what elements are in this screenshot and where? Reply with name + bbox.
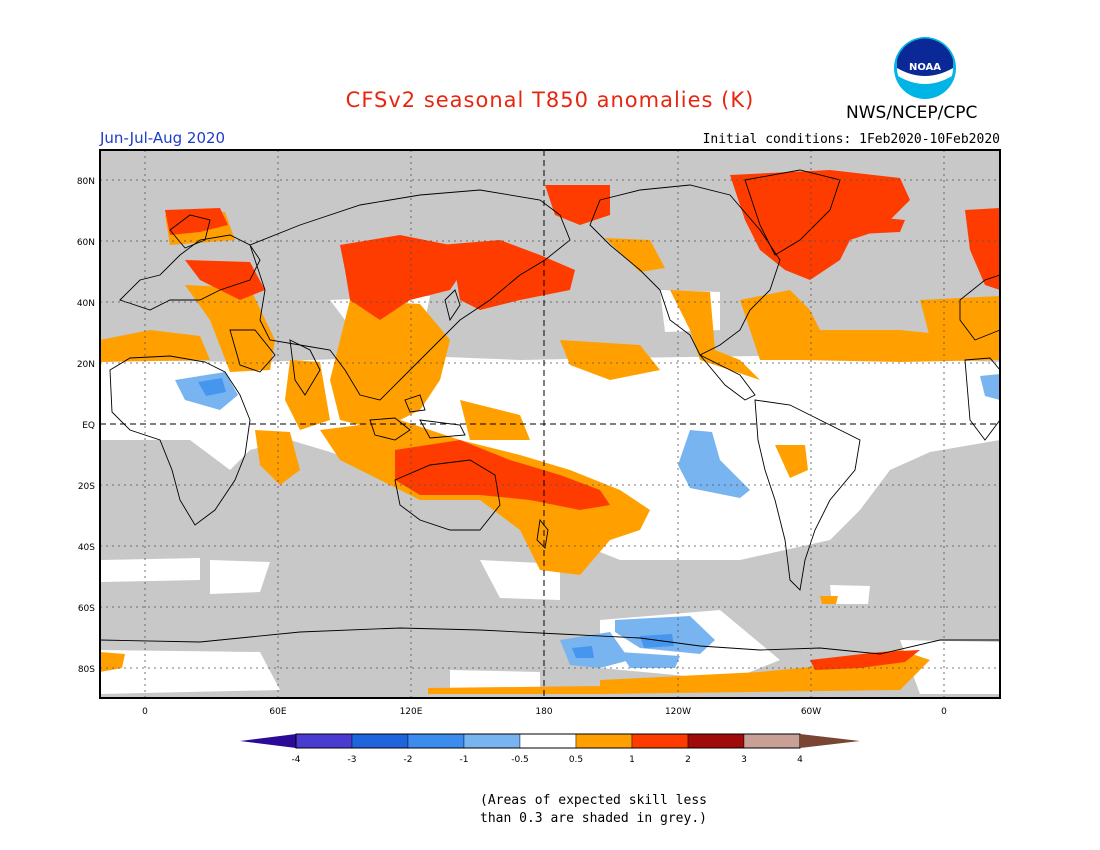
colorbar-arrow-right — [800, 734, 860, 748]
lon-label: 60E — [269, 707, 286, 717]
lat-label: EQ — [82, 421, 95, 431]
skill-footnote: (Areas of expected skill less than 0.3 a… — [440, 792, 760, 828]
longitude-axis: 0 60E 120E 180 120W 60W 0 — [142, 707, 947, 717]
colorbar-label: -1 — [460, 755, 469, 765]
lat-label: 40S — [78, 543, 95, 553]
colorbar-label: 0.5 — [569, 755, 583, 765]
lon-label: 0 — [941, 707, 947, 717]
lon-label: 120W — [665, 707, 691, 717]
colorbar-label: -0.5 — [511, 755, 529, 765]
lon-label: 180 — [535, 707, 552, 717]
colorbar-bin — [687, 733, 745, 749]
colorbar-bin — [519, 733, 577, 749]
anomaly-map: 80N 60N 40N 20N EQ 20S 40S 60S 80S 0 60E… — [77, 149, 1001, 717]
map-title: CFSv2 seasonal T850 anomalies (K) — [345, 88, 755, 112]
footnote-line: (Areas of expected skill less — [480, 793, 707, 808]
colorbar-bin — [295, 733, 353, 749]
noaa-logo-text: NOAA — [909, 62, 941, 73]
colorbar-bin — [351, 733, 409, 749]
map-frame — [99, 149, 1001, 699]
lat-label: 20S — [78, 482, 95, 492]
colorbar-bin — [631, 733, 689, 749]
cool-anomaly-regions-1-2 — [198, 378, 674, 658]
lat-label: 40N — [77, 299, 95, 309]
equator-dateline — [100, 150, 1000, 698]
lat-label: 20N — [77, 360, 95, 370]
latitude-axis: 80N 60N 40N 20N EQ 20S 40S 60S 80S — [77, 177, 95, 675]
colorbar-bin — [575, 733, 633, 749]
colorbar-label: -4 — [292, 755, 301, 765]
lat-label: 80S — [78, 665, 95, 675]
lon-label: 120E — [400, 707, 423, 717]
colorbar-bin — [407, 733, 465, 749]
colorbar-label: -2 — [404, 755, 413, 765]
lat-label: 60N — [77, 238, 95, 248]
colorbar-label: 4 — [797, 755, 803, 765]
initial-conditions-label: Initial conditions: 1Feb2020-10Feb2020 — [702, 132, 1000, 147]
colorbar-label: 1 — [629, 755, 635, 765]
colorbar-label: -3 — [348, 755, 357, 765]
lat-label: 60S — [78, 604, 95, 614]
lat-label: 80N — [77, 177, 95, 187]
graticule — [100, 150, 1000, 698]
agency-label: NWS/NCEP/CPC — [846, 103, 978, 123]
colorbar-label: 3 — [741, 755, 747, 765]
coastlines — [99, 169, 1001, 655]
warm-anomaly-regions-0.5-1 — [100, 212, 1000, 694]
colorbar-bin — [463, 733, 521, 749]
colorbar-arrow-left — [240, 734, 296, 748]
colorbar-label: 2 — [685, 755, 691, 765]
lon-label: 0 — [142, 707, 148, 717]
lon-label: 60W — [801, 707, 821, 717]
noaa-logo: NOAA — [894, 37, 956, 99]
colorbar: -4 -3 -2 -1 -0.5 0.5 1 2 3 4 — [240, 733, 860, 765]
footnote-line: than 0.3 are shaded in grey.) — [480, 811, 707, 826]
season-label: Jun-Jul-Aug 2020 — [100, 129, 226, 147]
colorbar-bin — [743, 733, 801, 749]
